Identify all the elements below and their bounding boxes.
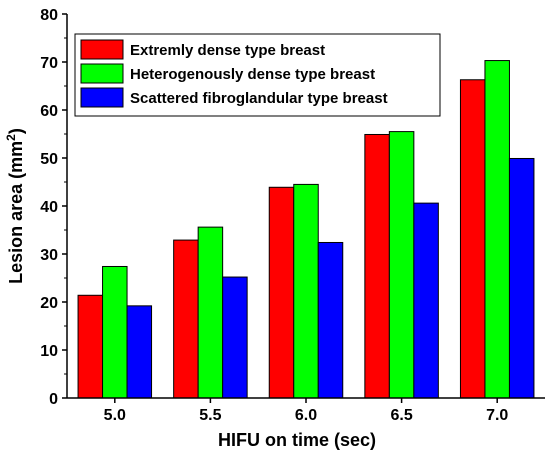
y-tick-label: 10 <box>40 343 58 360</box>
bar-3-6.0 <box>317 241 344 399</box>
y-tick-label: 30 <box>40 247 58 264</box>
y-axis-label-sup: 2 <box>4 134 18 141</box>
legend: Extremly dense type breast Heterogenously… <box>74 33 441 117</box>
y-axis-label: Lesion area (mm2) <box>4 128 26 284</box>
bars-group <box>77 60 535 399</box>
bar-2-6.5 <box>388 131 415 399</box>
x-ticks: 5.0 5.5 6.0 6.5 7.0 <box>104 398 508 424</box>
legend-swatch-1 <box>80 39 124 60</box>
bar-1-5.0 <box>77 294 104 399</box>
legend-label-2: Heterogenously dense type breast <box>130 66 375 83</box>
bar-3-7.0 <box>508 157 535 399</box>
x-tick-label: 5.5 <box>199 407 221 424</box>
x-tick-label: 6.5 <box>390 407 412 424</box>
y-tick-label: 50 <box>40 151 58 168</box>
bar-3-5.0 <box>126 305 153 399</box>
x-axis-label: HIFU on time (sec) <box>218 430 376 450</box>
y-axis-label-close: ) <box>6 128 26 134</box>
bar-1-6.5 <box>364 133 390 399</box>
y-tick-label: 80 <box>40 7 58 24</box>
y-tick-label: 40 <box>40 199 58 216</box>
legend-swatch-2 <box>80 63 124 84</box>
legend-label-3: Scattered fibroglandular type breast <box>130 90 388 107</box>
bar-2-5.5 <box>197 226 224 399</box>
bar-3-6.5 <box>413 202 439 399</box>
legend-label-1: Extremly dense type breast <box>130 42 325 59</box>
bar-3-5.5 <box>222 276 248 399</box>
bar-1-7.0 <box>459 79 486 399</box>
legend-swatch-3 <box>80 87 124 108</box>
x-tick-label: 7.0 <box>486 407 508 424</box>
bar-1-6.0 <box>268 186 295 399</box>
x-tick-label: 5.0 <box>104 407 126 424</box>
y-ticks: 0 10 20 30 40 50 60 70 80 <box>40 7 67 408</box>
bar-2-6.0 <box>293 183 319 399</box>
y-tick-label: 0 <box>49 391 58 408</box>
y-tick-label: 20 <box>40 295 58 312</box>
legend-box <box>74 33 441 117</box>
x-tick-label: 6.0 <box>295 407 317 424</box>
y-tick-label: 70 <box>40 55 58 72</box>
bar-1-5.5 <box>173 239 199 399</box>
y-axis-label-main: Lesion area (mm <box>6 141 26 284</box>
bar-2-5.0 <box>102 265 128 399</box>
y-tick-label: 60 <box>40 103 58 120</box>
bar-2-7.0 <box>484 60 510 399</box>
